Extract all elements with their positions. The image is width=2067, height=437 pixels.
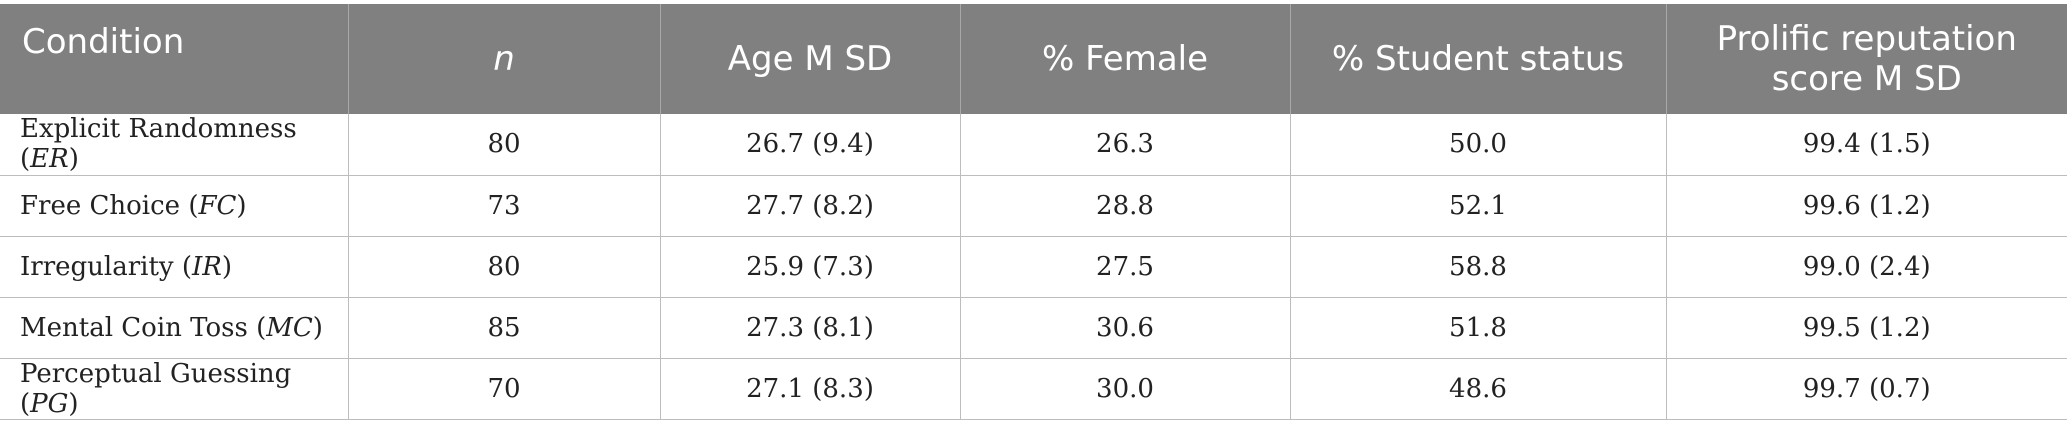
cell-student: 48.6 xyxy=(1290,358,1667,420)
cell-age: 27.3 (8.1) xyxy=(660,297,961,359)
cell-condition: Mental Coin Toss (MC) xyxy=(0,297,349,359)
cell-prolific: 99.0 (2.4) xyxy=(1666,236,2067,298)
cell-age: 27.1 (8.3) xyxy=(660,358,961,420)
table-row: Perceptual Guessing (PG) 70 27.1 (8.3) 3… xyxy=(0,358,2067,420)
cell-condition: Perceptual Guessing (PG) xyxy=(0,358,349,420)
cell-female: 26.3 xyxy=(960,114,1291,176)
cell-female: 30.6 xyxy=(960,297,1291,359)
cell-n: 70 xyxy=(348,358,661,420)
table-header: Condition n Age M SD % Female % Student … xyxy=(0,4,2067,114)
table-row: Explicit Randomness (ER) 80 26.7 (9.4) 2… xyxy=(0,114,2067,176)
header-prolific-line2: score M SD xyxy=(1771,59,1962,99)
cell-condition: Free Choice (FC) xyxy=(0,175,349,237)
cell-student: 51.8 xyxy=(1290,297,1667,359)
table-row: Mental Coin Toss (MC) 85 27.3 (8.1) 30.6… xyxy=(0,297,2067,359)
header-age: Age M SD xyxy=(660,4,961,114)
cell-prolific: 99.6 (1.2) xyxy=(1666,175,2067,237)
header-n: n xyxy=(348,4,661,114)
cell-age: 27.7 (8.2) xyxy=(660,175,961,237)
header-prolific-line1: Prolific reputation xyxy=(1716,19,2017,59)
cell-prolific: 99.5 (1.2) xyxy=(1666,297,2067,359)
cell-prolific: 99.4 (1.5) xyxy=(1666,114,2067,176)
cell-student: 52.1 xyxy=(1290,175,1667,237)
demographics-table: Condition n Age M SD % Female % Student … xyxy=(0,4,2067,420)
cell-student: 50.0 xyxy=(1290,114,1667,176)
cell-female: 28.8 xyxy=(960,175,1291,237)
header-row: Condition n Age M SD % Female % Student … xyxy=(0,4,2067,114)
cell-n: 73 xyxy=(348,175,661,237)
table-row: Free Choice (FC) 73 27.7 (8.2) 28.8 52.1… xyxy=(0,175,2067,237)
table-row: Irregularity (IR) 80 25.9 (7.3) 27.5 58.… xyxy=(0,236,2067,298)
cell-female: 30.0 xyxy=(960,358,1291,420)
header-prolific-score: Prolific reputation score M SD xyxy=(1666,4,2067,114)
cell-age: 25.9 (7.3) xyxy=(660,236,961,298)
cell-student: 58.8 xyxy=(1290,236,1667,298)
cell-age: 26.7 (9.4) xyxy=(660,114,961,176)
header-condition: Condition xyxy=(0,4,349,114)
cell-condition: Irregularity (IR) xyxy=(0,236,349,298)
cell-female: 27.5 xyxy=(960,236,1291,298)
cell-condition: Explicit Randomness (ER) xyxy=(0,114,349,176)
header-female: % Female xyxy=(960,4,1291,114)
cell-n: 80 xyxy=(348,114,661,176)
cell-n: 85 xyxy=(348,297,661,359)
header-student-status: % Student status xyxy=(1290,4,1667,114)
cell-n: 80 xyxy=(348,236,661,298)
cell-prolific: 99.7 (0.7) xyxy=(1666,358,2067,420)
table-body: Explicit Randomness (ER) 80 26.7 (9.4) 2… xyxy=(0,114,2067,420)
